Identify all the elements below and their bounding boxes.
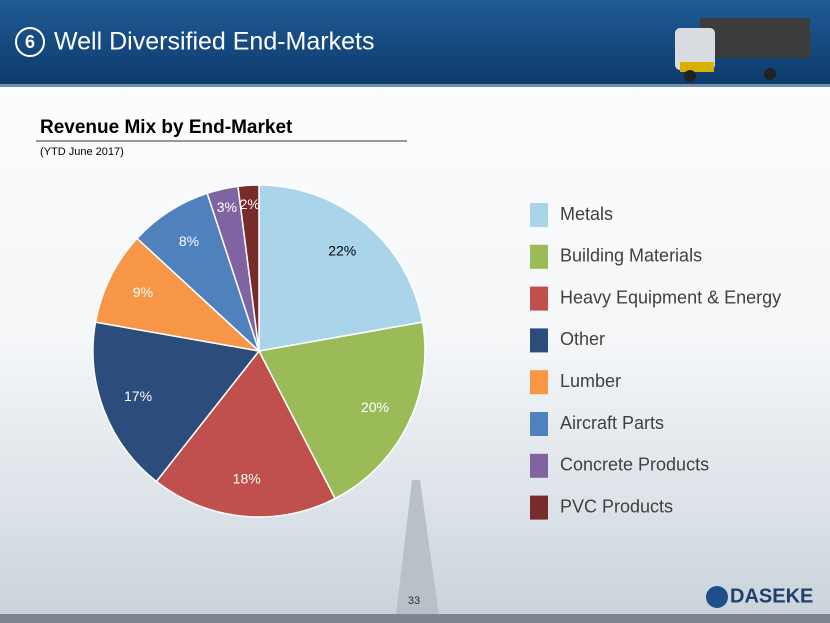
truck-icon — [675, 18, 810, 82]
pie-slice — [257, 321, 426, 500]
legend-swatch — [530, 453, 548, 478]
legend-label: Lumber — [560, 371, 621, 391]
pie-slice — [92, 321, 261, 483]
slice-label: 20% — [361, 399, 389, 415]
pie-slice — [237, 184, 260, 352]
pie-slice — [258, 184, 424, 352]
chart-subtitle: (YTD June 2017) — [40, 146, 124, 158]
legend-label: Heavy Equipment & Energy — [560, 287, 781, 307]
legend-label: Other — [560, 329, 605, 349]
road — [395, 480, 440, 623]
legend-swatch — [530, 244, 548, 269]
slice-label: 8% — [179, 233, 199, 249]
slice-label: 3% — [217, 199, 237, 215]
legend-swatch — [530, 412, 548, 436]
pie-slice — [155, 349, 337, 518]
header-rule — [0, 84, 830, 87]
slice-label: 9% — [133, 284, 153, 300]
legend-label: Concrete Products — [560, 455, 709, 475]
section-number: 6 — [25, 32, 35, 52]
footer-bar — [0, 614, 830, 623]
legend-label: Building Materials — [560, 246, 702, 266]
legend-label: PVC Products — [560, 496, 673, 516]
slice-label: 2% — [240, 196, 260, 212]
legend-label: Aircraft Parts — [560, 413, 664, 433]
legend: Metals Building Materials Heavy Equipment … — [530, 203, 781, 520]
legend-swatch — [530, 370, 548, 395]
slide-title: Well Diversified End-Markets — [54, 28, 374, 56]
section-badge — [15, 27, 45, 57]
page-number: 33 — [408, 595, 420, 607]
slice-label: 17% — [124, 388, 152, 404]
slice-label: 18% — [233, 471, 261, 487]
legend-swatch — [530, 495, 548, 520]
slice-label: 22% — [328, 243, 356, 259]
chart-title: Revenue Mix by End-Market — [40, 117, 293, 138]
logo-mark — [706, 586, 728, 608]
legend-swatch — [530, 286, 548, 311]
legend-swatch — [530, 203, 548, 227]
legend-label: Metals — [560, 204, 613, 224]
logo: DASEKE — [730, 585, 813, 607]
pie: 22% 20% 18% 17% 9% 8% 3% 2% — [92, 184, 426, 518]
legend-swatch — [530, 328, 548, 353]
pie-slice — [94, 237, 262, 353]
